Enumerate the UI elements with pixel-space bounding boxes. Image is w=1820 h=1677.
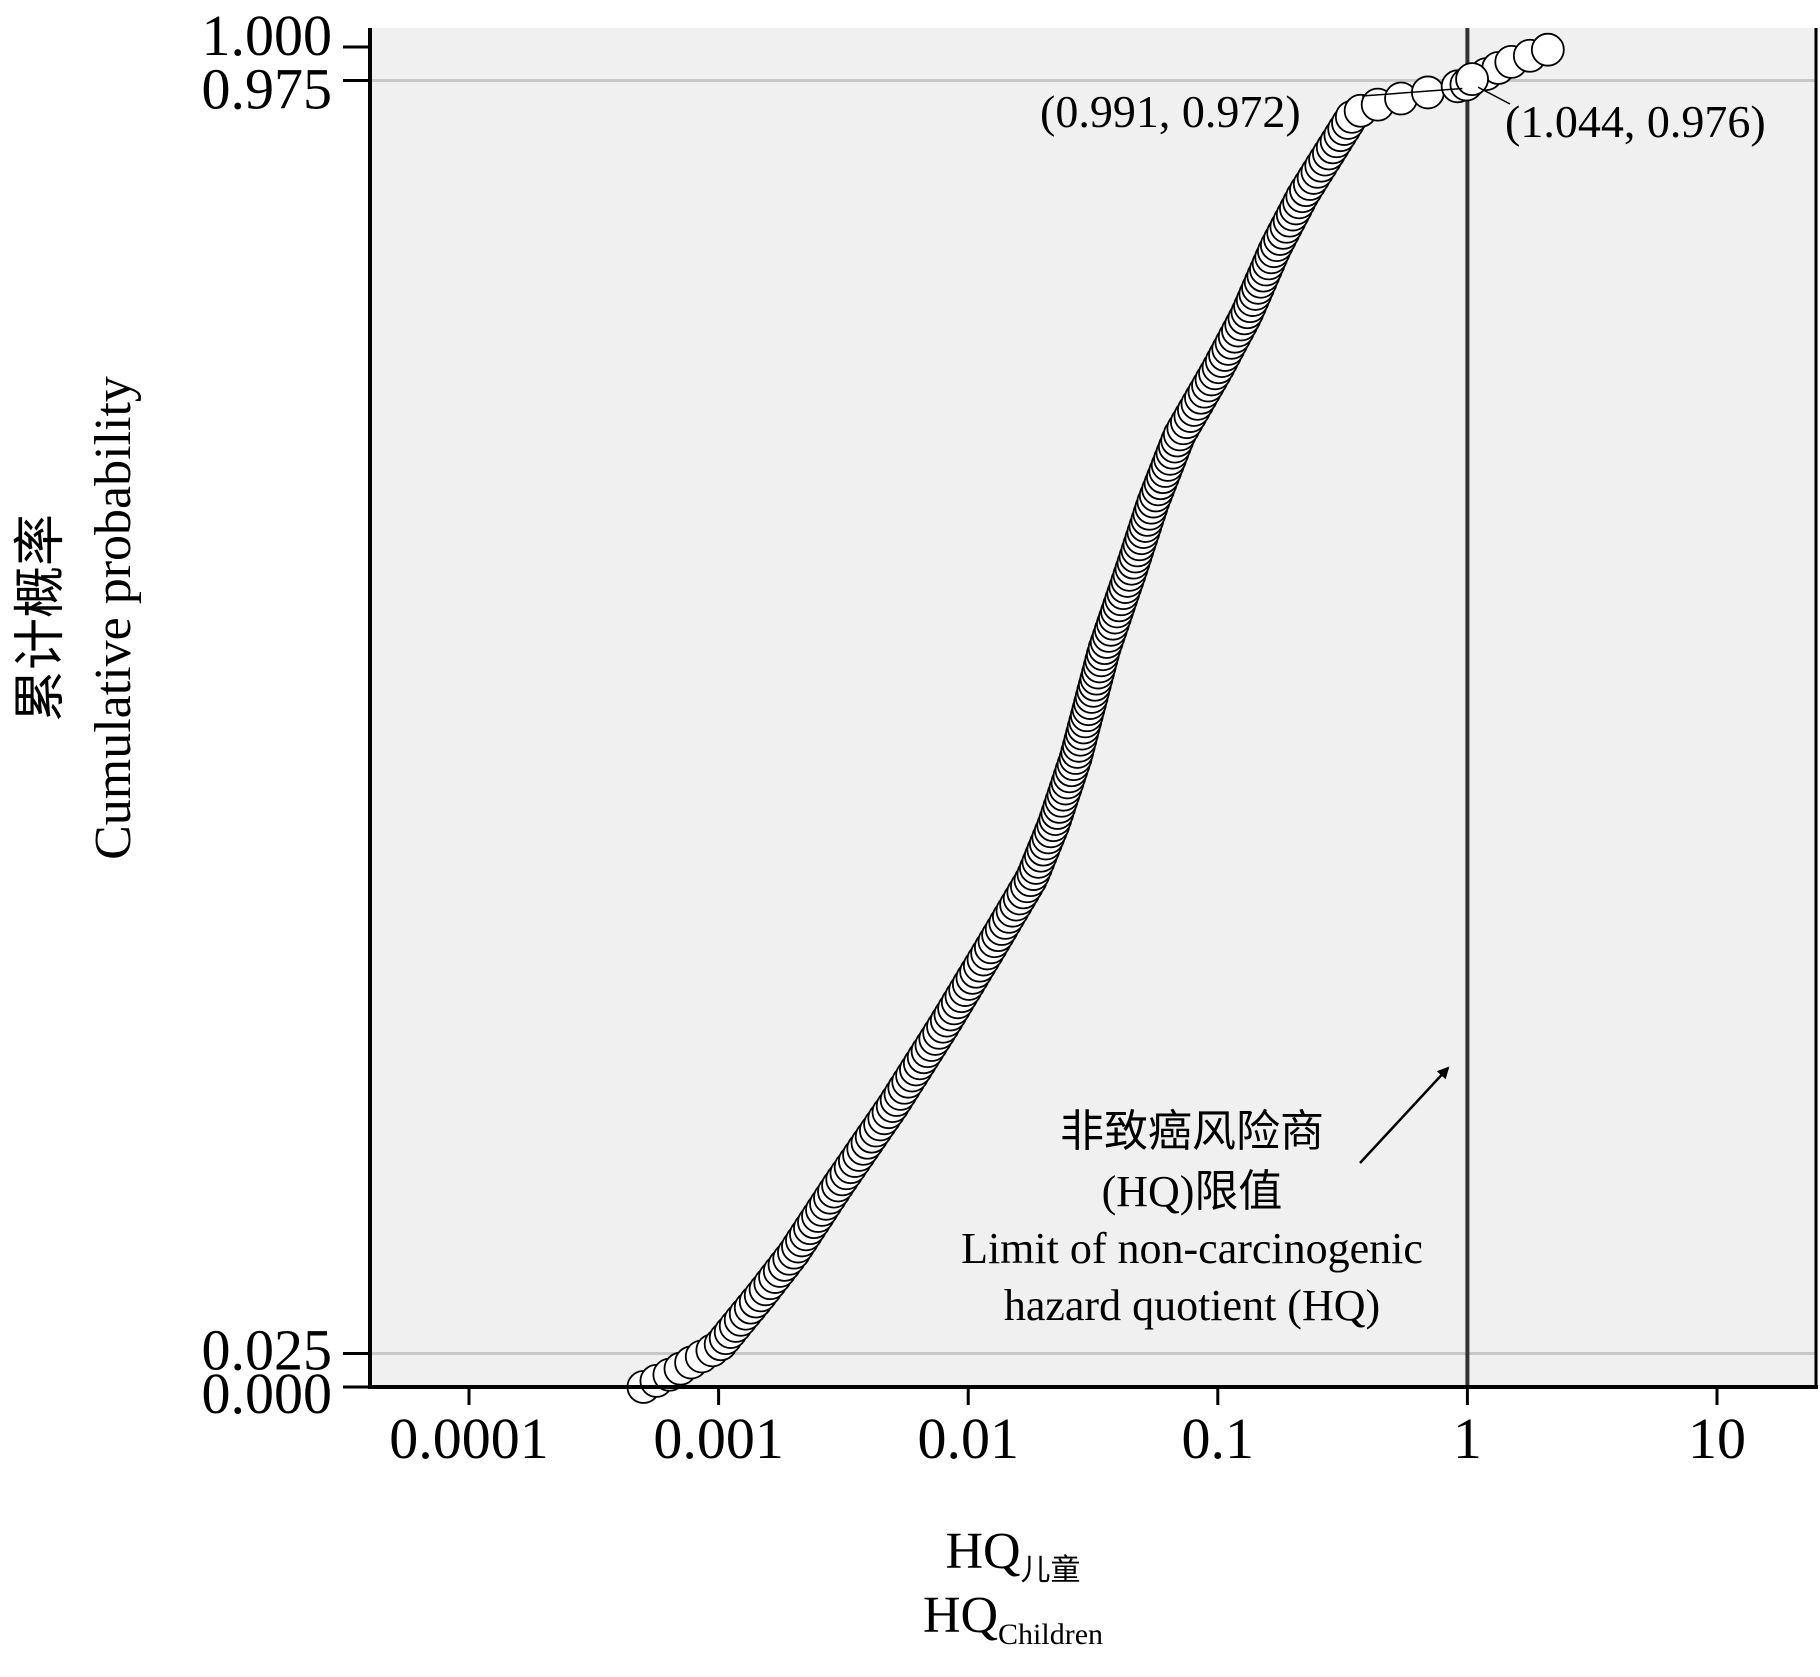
x-tick-label: 10 bbox=[1688, 1406, 1746, 1471]
y-tick-label: 0.000 bbox=[202, 1361, 333, 1426]
y-tick-label: 1.000 bbox=[202, 3, 333, 68]
left-point-label: (0.991, 0.972) bbox=[1040, 86, 1301, 137]
limit-label-line-4: hazard quotient (HQ) bbox=[1004, 1281, 1380, 1330]
right-annotation-leader bbox=[1477, 86, 1511, 105]
x-tick-label: 0.0001 bbox=[389, 1406, 549, 1471]
data-point bbox=[1455, 62, 1489, 97]
limit-label-line-1: 非致癌风险商 bbox=[1060, 1107, 1324, 1156]
x-ticks: 0.0001 0.001 0.01 0.1 1 10 bbox=[389, 1387, 1746, 1471]
x-tick-label: 0.1 bbox=[1182, 1406, 1255, 1471]
data-points bbox=[626, 32, 1565, 1404]
right-point-label: (1.044, 0.976) bbox=[1505, 96, 1766, 147]
x-tick-label: 0.01 bbox=[917, 1406, 1019, 1471]
x-tick-label: 0.001 bbox=[653, 1406, 784, 1471]
x-axis-label-line-2: HQChildren bbox=[923, 1587, 1103, 1651]
limit-label-line-3: Limit of non-carcinogenic bbox=[961, 1224, 1423, 1273]
data-point bbox=[1530, 32, 1565, 67]
left-annotation-leader bbox=[1361, 87, 1463, 97]
limit-label-line-2: (HQ)限值 bbox=[1102, 1167, 1283, 1216]
x-tick-label: 1 bbox=[1453, 1406, 1482, 1471]
y-tick-label: 0.975 bbox=[202, 57, 333, 122]
x-axis-label-line-1: HQ儿童 bbox=[945, 1523, 1080, 1587]
y-axis-label-line-2: Cumulative probability bbox=[85, 376, 142, 860]
y-axis-label-line-1: 累计概率 bbox=[13, 514, 70, 722]
limit-arrow bbox=[1359, 1066, 1450, 1164]
y-tick-label: 0.025 bbox=[202, 1318, 333, 1383]
